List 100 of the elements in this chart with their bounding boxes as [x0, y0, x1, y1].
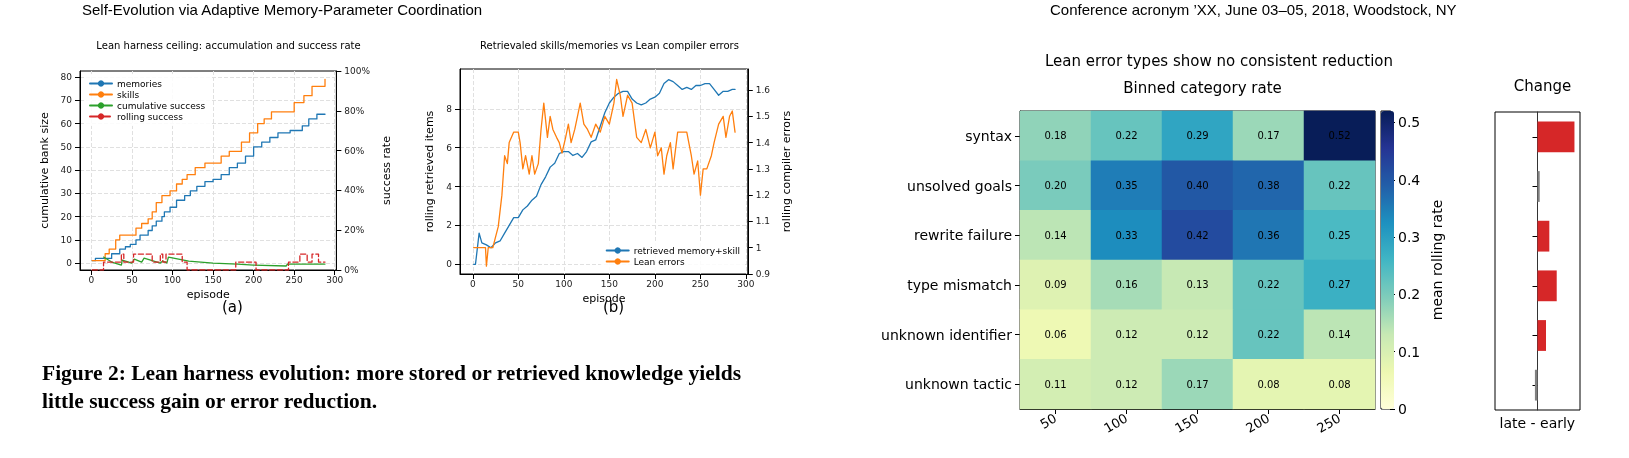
- x-tick-label: 0: [469, 278, 476, 289]
- data-label: 0.18: [1044, 130, 1067, 142]
- legend-label: skills: [117, 89, 140, 100]
- x-tick-label: 100: [1101, 410, 1131, 436]
- data-label: 0.42: [1186, 229, 1209, 241]
- data-label: 0.09: [1044, 279, 1067, 291]
- bar: [1537, 121, 1575, 153]
- y2-tick-label: 20%: [344, 225, 365, 236]
- y-tick-label: type mismatch: [907, 276, 1012, 293]
- y-tick-label: 30: [60, 188, 73, 199]
- text: (a): [222, 298, 243, 316]
- y-tick-label: unknown tactic: [905, 376, 1012, 393]
- color-bar-label: 0.2: [1398, 286, 1421, 303]
- y-tick-label: 10: [60, 234, 73, 245]
- x-tick-label: 150: [204, 274, 222, 285]
- bar: [1537, 320, 1546, 351]
- y-tick-label: unknown identifier: [881, 326, 1013, 343]
- x-tick-label: 150: [1172, 410, 1202, 436]
- color-bar-label: 0.1: [1398, 343, 1421, 360]
- data-label: 0.14: [1044, 229, 1067, 241]
- x-tick-label: 0: [88, 274, 95, 285]
- bar: [1537, 171, 1540, 202]
- legend-label: memories: [117, 78, 163, 89]
- y2-tick-label: 80%: [344, 105, 365, 116]
- color-bar-title: mean rolling rate: [1429, 199, 1445, 321]
- data-label: 0.12: [1115, 329, 1138, 340]
- y2-tick-label: 1.3: [755, 163, 771, 174]
- color-bar-label: 0.3: [1398, 229, 1421, 246]
- x-axis-title: episode: [186, 287, 230, 301]
- y2-tick-label: 1.6: [755, 85, 771, 96]
- legend-label: rolling success: [117, 111, 184, 122]
- x-tick-label: 250: [285, 274, 304, 285]
- legend-label: cumulative success: [117, 100, 206, 111]
- y2-tick-label: 0.9: [755, 269, 771, 279]
- data-label: 0.36: [1257, 229, 1280, 241]
- data-label: 0.22: [1257, 329, 1280, 340]
- chart-title: Retrievaled skills/memories vs Lean compiler errors: [480, 39, 739, 51]
- color-bar-label: 0.5: [1398, 114, 1421, 131]
- y2-axis-title: rolling compiler errors: [780, 110, 793, 233]
- y2-tick-label: 40%: [344, 185, 365, 196]
- x-tick-label: 50: [512, 278, 525, 289]
- y2-tick-label: 1: [755, 242, 762, 253]
- y-tick-label: 50: [60, 141, 73, 152]
- data-label: 0.40: [1186, 180, 1209, 191]
- chart-subtitle: Binned category rate: [1123, 78, 1282, 97]
- y-tick-label: 70: [60, 95, 73, 106]
- x-tick-label: 200: [1243, 410, 1273, 436]
- y2-axis-title: success rate: [380, 135, 393, 205]
- chart-title: Lean error types show no consistent reduction: [1044, 51, 1394, 70]
- y2-tick-label: 1.5: [755, 111, 771, 122]
- y-tick-label: 8: [446, 103, 453, 114]
- y2-tick-label: 1.4: [755, 137, 771, 148]
- text: Conference acronym ’XX, June 03–05, 2018, Woodstock, NY: [1050, 1, 1457, 18]
- y-tick-label: 4: [446, 181, 453, 192]
- y2-tick-label: 60%: [344, 145, 365, 156]
- data-label: 0.06: [1044, 329, 1067, 340]
- chart-title: Change: [1513, 76, 1572, 95]
- legend-label: Lean errors: [633, 256, 685, 267]
- data-label: 0.25: [1328, 229, 1351, 241]
- caption: Figure 2: Lean harness evolution: more stored or retrieved knowledge yields little success gain or error reduction.: [42, 360, 743, 415]
- y2-tick-label: 0%: [344, 265, 360, 275]
- x-tick-label: 250: [1314, 410, 1344, 436]
- y2-tick-label: 1.2: [755, 190, 771, 201]
- y-tick-label: 60: [60, 118, 73, 129]
- x-tick-label: 300: [326, 274, 344, 285]
- data-label: 0.20: [1044, 180, 1067, 191]
- data-label: 0.08: [1257, 378, 1280, 390]
- y-axis-title: cumulative bank size: [37, 112, 51, 229]
- bar: [1537, 220, 1550, 252]
- chart-title: Lean harness ceiling: accumulation and success rate: [96, 39, 361, 51]
- x-tick-label: 300: [737, 278, 755, 289]
- data-label: 0.35: [1115, 180, 1138, 191]
- data-label: 0.27: [1328, 279, 1351, 291]
- data-label: 0.12: [1186, 329, 1209, 340]
- y-tick-label: 2: [446, 220, 452, 231]
- data-label: 0.16: [1115, 279, 1138, 291]
- y-tick-label: 0: [66, 258, 73, 269]
- x-tick-label: 200: [646, 278, 664, 289]
- line-series: [102, 256, 326, 267]
- y-tick-label: unsolved goals: [907, 177, 1012, 194]
- data-label: 0.12: [1115, 378, 1138, 390]
- data-label: 0.17: [1257, 130, 1280, 142]
- y-tick-label: rewrite failure: [914, 227, 1012, 244]
- x-tick-label: 150: [600, 278, 619, 289]
- bar: [1537, 270, 1557, 302]
- x-tick-label: 50: [126, 274, 138, 285]
- bar: [1534, 369, 1538, 401]
- legend-label: retrieved memory+skill: [633, 245, 741, 256]
- x-tick-label: 100: [555, 278, 573, 289]
- data-label: 0.22: [1257, 279, 1280, 291]
- data-label: 0.29: [1186, 130, 1209, 142]
- x-tick-label: 250: [691, 278, 710, 289]
- y-tick-label: 80: [60, 72, 73, 83]
- data-label: 0.17: [1186, 378, 1209, 390]
- y-tick-label: 6: [446, 142, 453, 153]
- data-label: 0.13: [1186, 279, 1209, 291]
- data-label: 0.22: [1328, 180, 1351, 191]
- x-tick-label: 50: [1037, 410, 1060, 432]
- data-label: 0.38: [1257, 180, 1280, 191]
- x-tick-label: 200: [245, 274, 263, 285]
